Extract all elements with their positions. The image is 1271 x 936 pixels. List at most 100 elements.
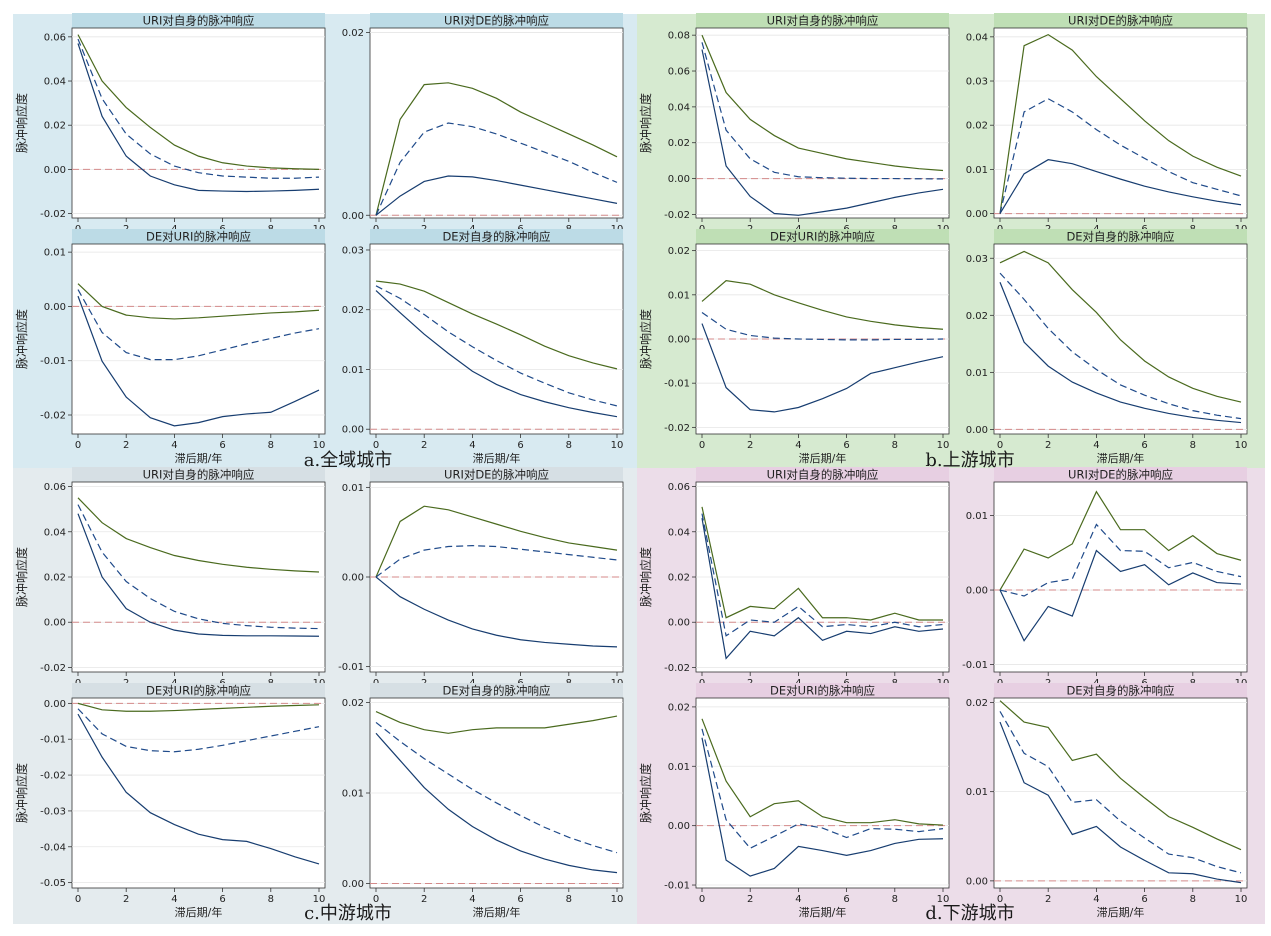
panel-title: DE对URI的脉冲响应 — [770, 230, 875, 244]
x-axis-label: 滞后期/年 — [799, 451, 847, 465]
y-tick-label: 0.01 — [966, 165, 988, 176]
x-axis-label: 滞后期/年 — [175, 905, 223, 919]
series-line-lower — [77, 295, 320, 427]
panel-title: URI对自身的脉冲响应 — [767, 468, 879, 482]
y-tick-label: 0.01 — [966, 368, 988, 379]
panel-b-6: DE对URI的脉冲响应 -0.02 -0.01 0.00 0.01 0.02 0 2 4 6 8 10… — [638, 229, 950, 465]
x-tick-label: 0 — [699, 440, 705, 451]
x-tick-label: 6 — [219, 440, 225, 451]
panel-a-0: URI对自身的脉冲响应-0.020.000.020.040.060246810脉… — [14, 13, 326, 235]
y-tick-label: 0.00 — [668, 618, 690, 629]
y-tick-label: 0.02 — [966, 311, 988, 322]
y-tick-label: 0.02 — [668, 246, 690, 257]
x-tick-label: 10 — [937, 440, 950, 451]
y-tick-label: -0.01 — [40, 356, 66, 367]
quad-label-c: c.中游城市 — [304, 903, 392, 924]
series-line-upper — [77, 497, 320, 573]
plot-area — [993, 27, 1248, 219]
series-line-mid — [701, 311, 944, 341]
panel-title: DE对自身的脉冲响应 — [442, 230, 550, 244]
plot-area — [369, 243, 624, 435]
panel-title: URI对DE的脉冲响应 — [444, 468, 549, 482]
y-tick-label: -0.01 — [664, 379, 690, 390]
series-line-lower — [999, 721, 1242, 884]
series-line-lower — [375, 732, 618, 874]
panel-title: DE对URI的脉冲响应 — [146, 230, 251, 244]
series-line-lower — [77, 713, 320, 865]
y-axis-label: 脉冲响应度 — [14, 93, 29, 153]
quad-label-d: d.下游城市 — [925, 903, 1015, 924]
plot-area — [993, 697, 1248, 889]
x-tick-label: 6 — [517, 894, 523, 905]
y-tick-label: 0.08 — [668, 31, 690, 42]
y-tick-label: -0.02 — [664, 663, 690, 674]
x-axis-label: 滞后期/年 — [1097, 451, 1145, 465]
y-tick-label: 0.01 — [668, 762, 690, 773]
panel-b-7: DE对自身的脉冲响应 0.00 0.01 0.02 0.03 0 2 4 6 8 10 滞后期/年 — [966, 229, 1248, 465]
x-tick-label: 2 — [123, 894, 129, 905]
y-tick-label: 0.04 — [44, 527, 66, 538]
panel-title-strip — [696, 229, 949, 244]
x-tick-label: 0 — [997, 894, 1003, 905]
x-tick-label: 4 — [469, 440, 475, 451]
x-tick-label: 10 — [611, 894, 624, 905]
panel-title: URI对DE的脉冲响应 — [1068, 468, 1173, 482]
y-tick-label: 0.04 — [668, 102, 690, 113]
y-tick-label: 0.01 — [342, 483, 364, 494]
series-line-upper — [999, 700, 1242, 851]
y-tick-label: -0.02 — [40, 771, 66, 782]
y-axis-label: 脉冲响应度 — [14, 547, 29, 607]
panel-c-10: DE对URI的脉冲响应 -0.05 -0.04 -0.03 -0.02 -0.01 0.00… — [14, 683, 326, 919]
y-tick-label: 0.00 — [668, 335, 690, 346]
series-line-lower — [77, 43, 320, 193]
y-tick-label: 0.00 — [44, 618, 66, 629]
panel-a-3: DE对自身的脉冲响应 0.00 0.01 0.02 0.03 0 2 4 6 8 10 滞后期/年 — [342, 229, 624, 465]
panel-title-strip — [370, 683, 623, 698]
y-tick-label: -0.05 — [40, 878, 66, 889]
x-tick-label: 2 — [1045, 894, 1051, 905]
y-tick-label: -0.02 — [40, 209, 66, 220]
series-line-upper — [77, 702, 320, 712]
series-line-mid — [77, 708, 320, 753]
series-line-mid — [375, 285, 618, 407]
x-tick-label: 6 — [1141, 440, 1147, 451]
y-tick-label: -0.01 — [962, 660, 988, 671]
x-tick-label: 4 — [469, 894, 475, 905]
y-tick-label: 0.06 — [44, 32, 66, 43]
x-tick-label: 2 — [421, 440, 427, 451]
series-line-lower — [375, 290, 618, 418]
series-line-lower — [375, 576, 618, 648]
panel-title-strip — [994, 467, 1247, 482]
x-tick-label: 8 — [1190, 894, 1196, 905]
series-line-mid — [375, 545, 618, 578]
panel-title: DE对URI的脉冲响应 — [770, 684, 875, 698]
y-tick-label: -0.03 — [40, 806, 66, 817]
series-line-lower — [701, 323, 944, 413]
y-tick-label: -0.01 — [40, 735, 66, 746]
series-line-lower — [701, 49, 944, 216]
y-tick-label: 0.00 — [44, 699, 66, 710]
series-line-mid — [701, 728, 944, 849]
x-tick-label: 4 — [171, 440, 177, 451]
series-line-upper — [77, 283, 320, 320]
series-line-mid — [375, 721, 618, 854]
series-line-mid — [77, 289, 320, 361]
quad-label-a: a.全域城市 — [303, 450, 393, 471]
series-line-upper — [999, 250, 1242, 403]
series-line-lower — [701, 737, 944, 877]
y-tick-label: 0.01 — [342, 789, 364, 800]
x-tick-label: 8 — [268, 440, 274, 451]
series-line-upper — [375, 505, 618, 578]
series-line-mid — [701, 42, 944, 180]
y-axis-label: 脉冲响应度 — [14, 763, 29, 823]
x-axis-label: 滞后期/年 — [799, 905, 847, 919]
x-tick-label: 0 — [75, 894, 81, 905]
y-tick-label: 0.02 — [668, 138, 690, 149]
y-axis-label: 脉冲响应度 — [638, 93, 653, 153]
y-tick-label: 0.04 — [668, 527, 690, 538]
plot-area — [695, 27, 950, 219]
y-tick-label: 0.02 — [966, 121, 988, 132]
